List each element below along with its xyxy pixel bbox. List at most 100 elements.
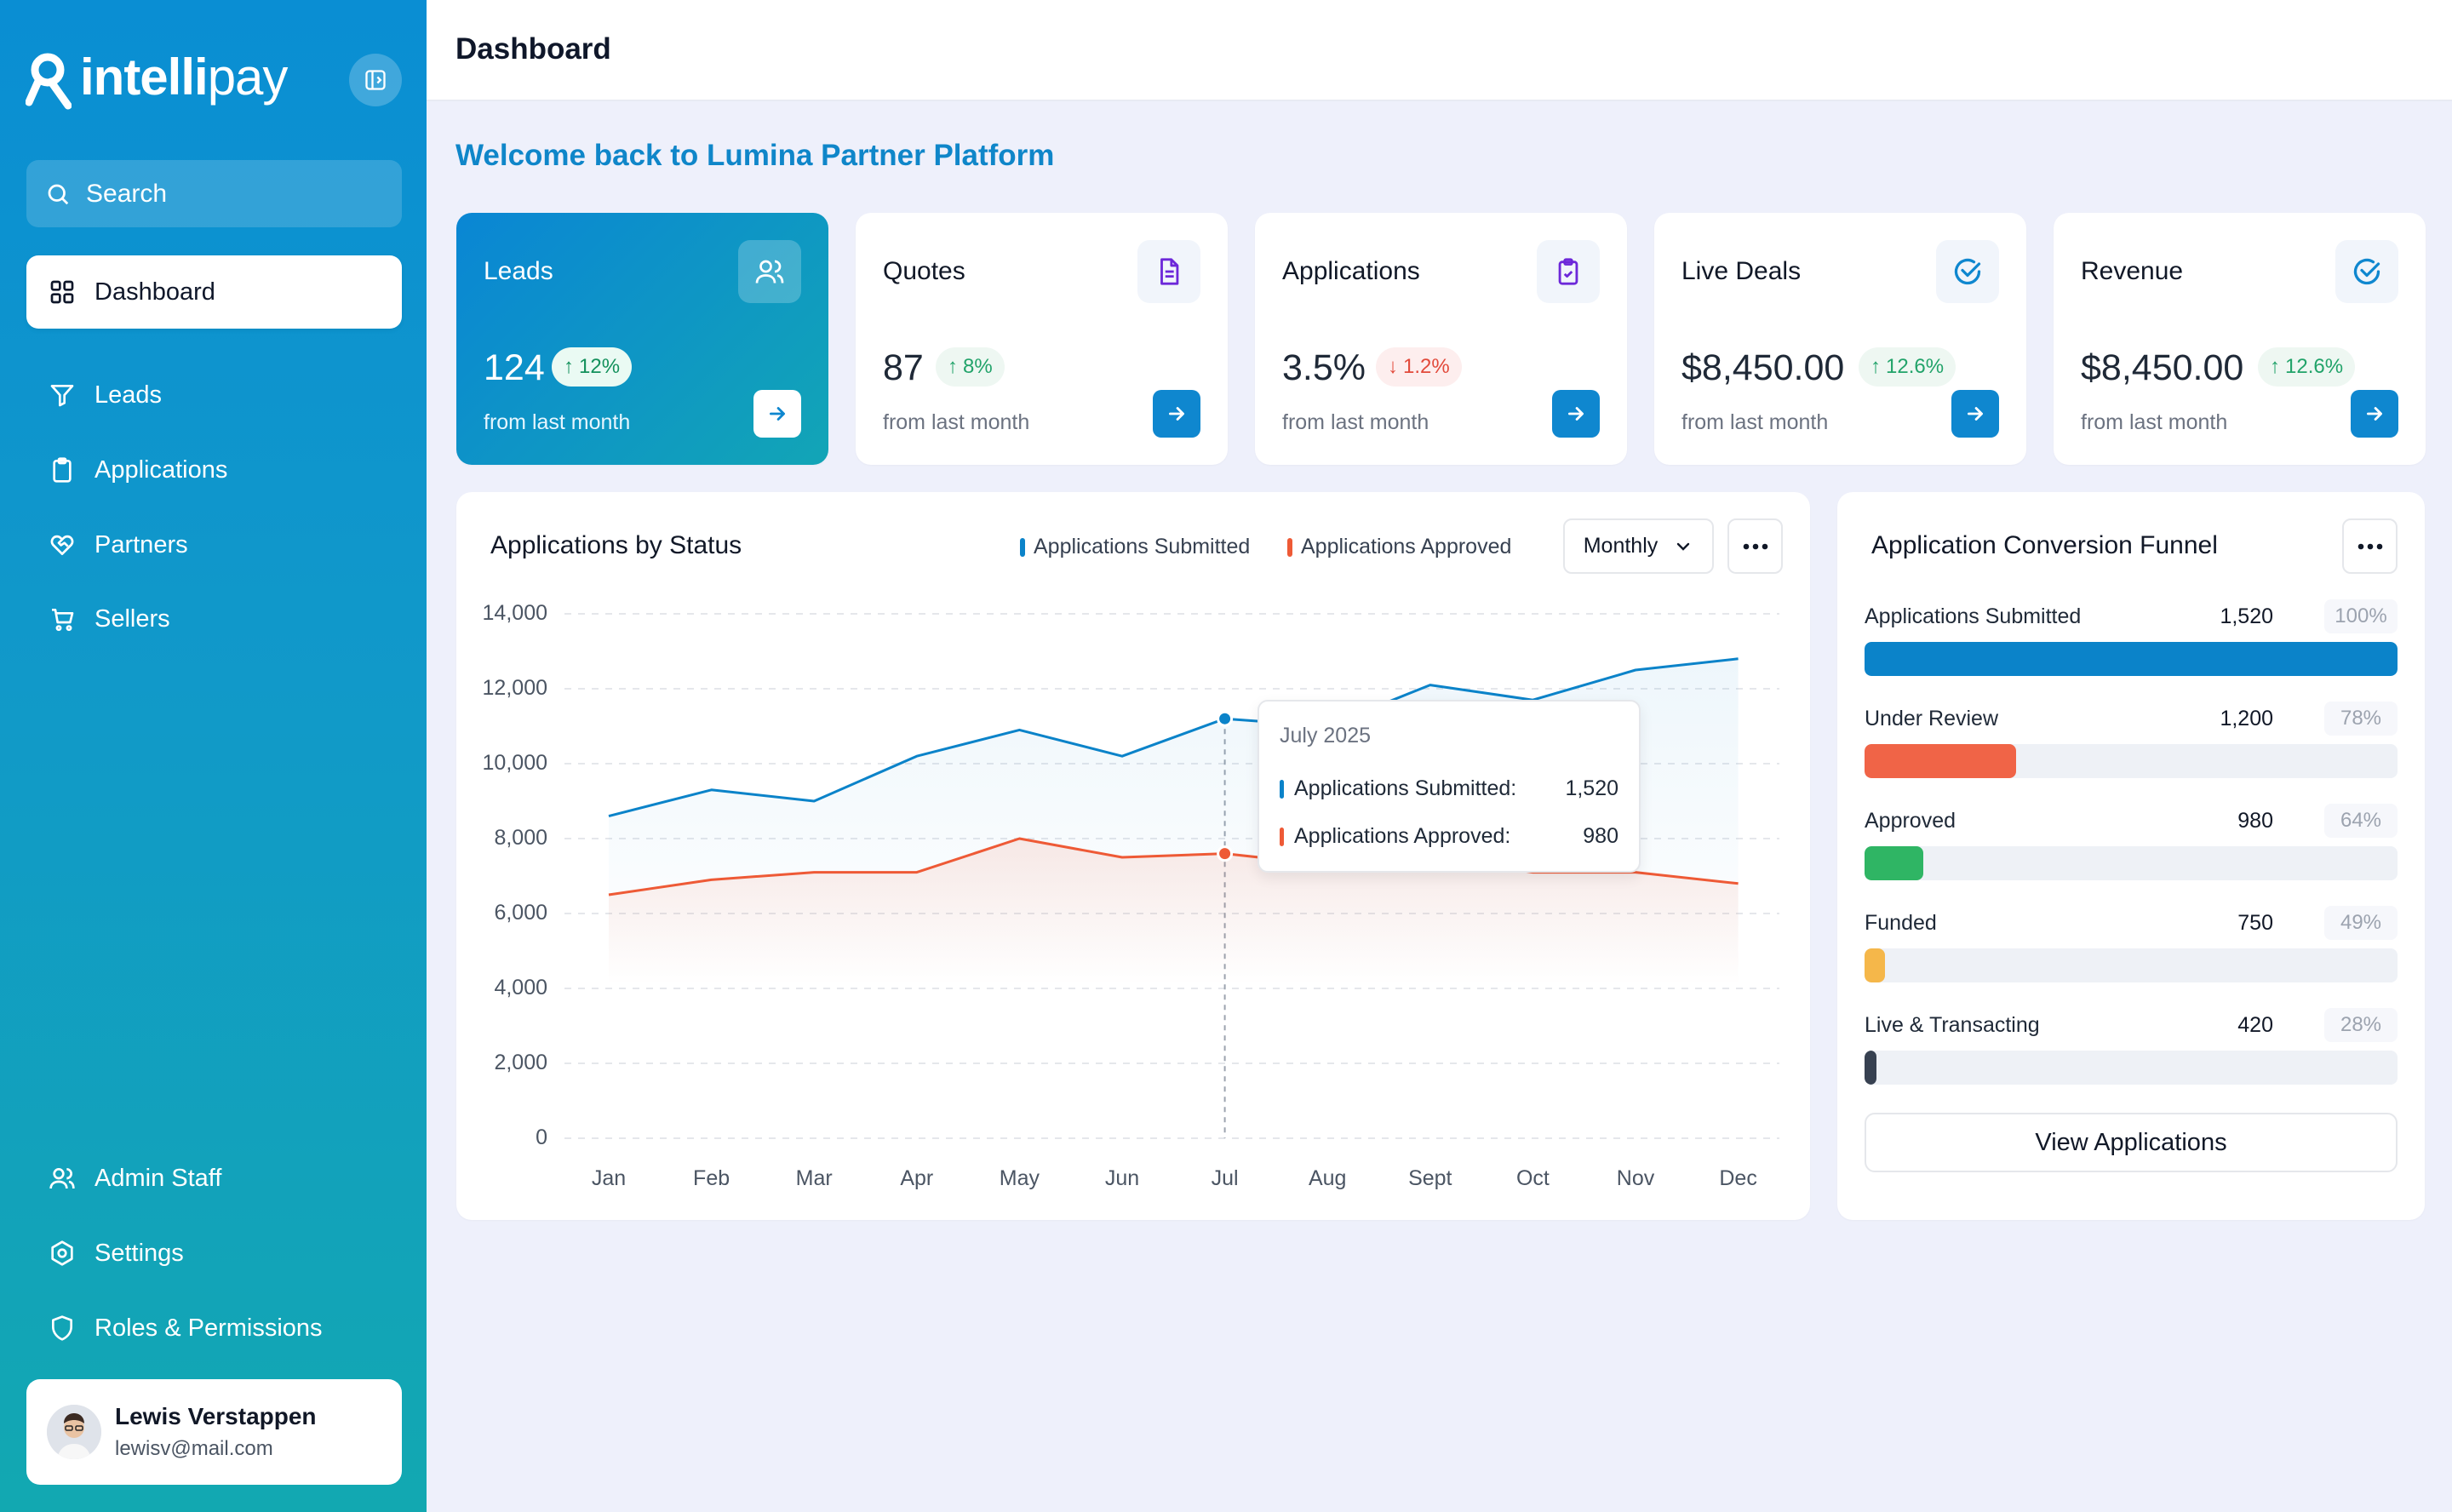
chevron-down-icon [1677, 542, 1690, 551]
sidebar-item-label: Leads [95, 381, 163, 409]
stat-subtext: from last month [484, 410, 631, 434]
stat-open-button[interactable] [2351, 390, 2398, 438]
funnel-more-button[interactable] [2342, 518, 2398, 574]
x-tick-label: Jun [1104, 1166, 1140, 1190]
stat-label: Revenue [2081, 257, 2184, 285]
funnel-progress-track [1865, 948, 2398, 982]
y-tick-label: 10,000 [482, 751, 547, 775]
view-applications-button[interactable]: View Applications [1865, 1113, 2398, 1172]
y-tick-label: 14,000 [482, 601, 547, 625]
gear-icon [51, 1240, 73, 1266]
y-tick-label: 0 [536, 1125, 547, 1149]
x-tick-label: Jan [591, 1166, 627, 1190]
stat-open-button[interactable] [1153, 390, 1200, 438]
funnel-stage-percent: 100% [2324, 599, 2398, 633]
sidebar-item-label: Settings [95, 1239, 184, 1267]
page-title: Dashboard [455, 32, 611, 66]
funnel-stage-percent: 78% [2324, 702, 2398, 736]
search-icon [48, 184, 69, 204]
stat-card-quotes: Quotes 87 ↑ 8% from last month [856, 213, 1228, 465]
sidebar-item-label: Partners [95, 530, 188, 558]
stat-label: Applications [1282, 257, 1420, 285]
users-icon [49, 1168, 75, 1189]
funnel-stage-percent: 49% [2324, 906, 2398, 940]
funnel-progress-fill [1865, 948, 1885, 982]
sidebar-item-settings[interactable]: Settings [26, 1217, 402, 1290]
more-horizontal-icon [2357, 543, 2382, 549]
stat-card-revenue: Revenue $8,450.00 ↑ 12.6% from last month [2054, 213, 2426, 465]
check-circle-icon [1936, 240, 1999, 303]
users-icon [738, 240, 801, 303]
search-box[interactable] [26, 160, 402, 227]
funnel-stage-count: 750 [2237, 911, 2273, 935]
stat-open-button[interactable] [753, 390, 801, 438]
grid-icon [50, 280, 74, 304]
user-profile-card[interactable]: Lewis Verstappen lewisv@mail.com [26, 1379, 402, 1485]
data-point[interactable] [1217, 845, 1234, 862]
filter-icon [50, 385, 74, 407]
stat-label: Quotes [883, 257, 965, 285]
stat-label: Live Deals [1681, 257, 1802, 285]
funnel-stage-count: 420 [2237, 1013, 2273, 1037]
funnel-progress-track [1865, 846, 2398, 880]
funnel-stage-label: Funded [1865, 911, 1937, 935]
sidebar-collapse-button[interactable] [349, 54, 402, 106]
funnel-stage-label: Under Review [1865, 707, 1999, 730]
stat-open-button[interactable] [1951, 390, 1999, 438]
sidebar-item-leads[interactable]: Leads [26, 358, 402, 432]
legend-swatch [1020, 537, 1025, 557]
change-badge: ↑ 8% [936, 347, 1005, 387]
stat-value: 124 [484, 347, 545, 388]
stat-subtext: from last month [883, 410, 1030, 434]
period-dropdown[interactable]: Monthly [1563, 518, 1714, 574]
document-icon [1137, 240, 1200, 303]
sidebar-item-roles-permissions[interactable]: Roles & Permissions [26, 1292, 402, 1365]
arrow-right-icon [2367, 407, 2382, 421]
sidebar-item-label: Roles & Permissions [95, 1314, 323, 1342]
funnel-title: Application Conversion Funnel [1871, 531, 2218, 559]
change-badge: ↑ 12% [552, 347, 633, 387]
sidebar-item-partners[interactable]: Partners [26, 508, 402, 581]
sidebar-item-sellers[interactable]: Sellers [26, 582, 402, 656]
sidebar-item-applications[interactable]: Applications [26, 433, 402, 507]
chart-title: Applications by Status [490, 531, 742, 559]
sidebar-item-admin-staff[interactable]: Admin Staff [26, 1142, 402, 1215]
funnel-stage-percent: 64% [2324, 804, 2398, 838]
funnel-progress-fill [1865, 846, 1923, 880]
legend-swatch [1287, 537, 1292, 557]
stat-subtext: from last month [1681, 410, 1829, 434]
chart-more-button[interactable] [1727, 518, 1783, 574]
arrow-right-icon [1169, 407, 1184, 421]
top-bar [427, 0, 2452, 101]
stat-open-button[interactable] [1552, 390, 1600, 438]
tooltip-title: July 2025 [1280, 724, 1372, 747]
funnel-stage-label: Live & Transacting [1865, 1013, 2040, 1037]
x-tick-label: Oct [1515, 1166, 1550, 1190]
user-name: Lewis Verstappen [115, 1403, 317, 1429]
handshake-icon [50, 535, 74, 555]
chart-tooltip: July 2025 Applications Submitted: 1,520 … [1258, 700, 1641, 873]
search-input[interactable] [86, 179, 375, 209]
funnel-progress-fill [1865, 1051, 1876, 1085]
sidebar-item-label: Dashboard [95, 278, 215, 306]
tooltip-row-submitted: Applications Submitted: 1,520 [1280, 776, 1618, 801]
stat-value: 87 [883, 347, 924, 388]
change-badge: ↑ 12.6% [2258, 347, 2356, 387]
x-tick-label: Dec [1719, 1166, 1757, 1190]
y-tick-label: 4,000 [494, 976, 547, 999]
tooltip-row-approved: Applications Approved: 980 [1280, 824, 1618, 849]
legend-submitted: Applications Submitted [1020, 535, 1250, 559]
funnel-stage-count: 980 [2237, 809, 2273, 833]
stat-value: 3.5% [1282, 347, 1366, 388]
x-tick-label: Mar [795, 1166, 833, 1190]
x-tick-label: Aug [1308, 1166, 1347, 1190]
sidebar-item-dashboard[interactable]: Dashboard [26, 255, 402, 329]
user-email: lewisv@mail.com [115, 1437, 273, 1460]
data-point[interactable] [1217, 710, 1234, 727]
welcome-heading: Welcome back to Lumina Partner Platform [455, 139, 1055, 172]
arrow-up-icon: ↑ [948, 355, 958, 378]
brand-name: intellipay [80, 49, 288, 106]
funnel-stage-count: 1,520 [2220, 604, 2273, 628]
sidebar-item-label: Admin Staff [95, 1164, 222, 1192]
stat-subtext: from last month [1282, 410, 1429, 434]
